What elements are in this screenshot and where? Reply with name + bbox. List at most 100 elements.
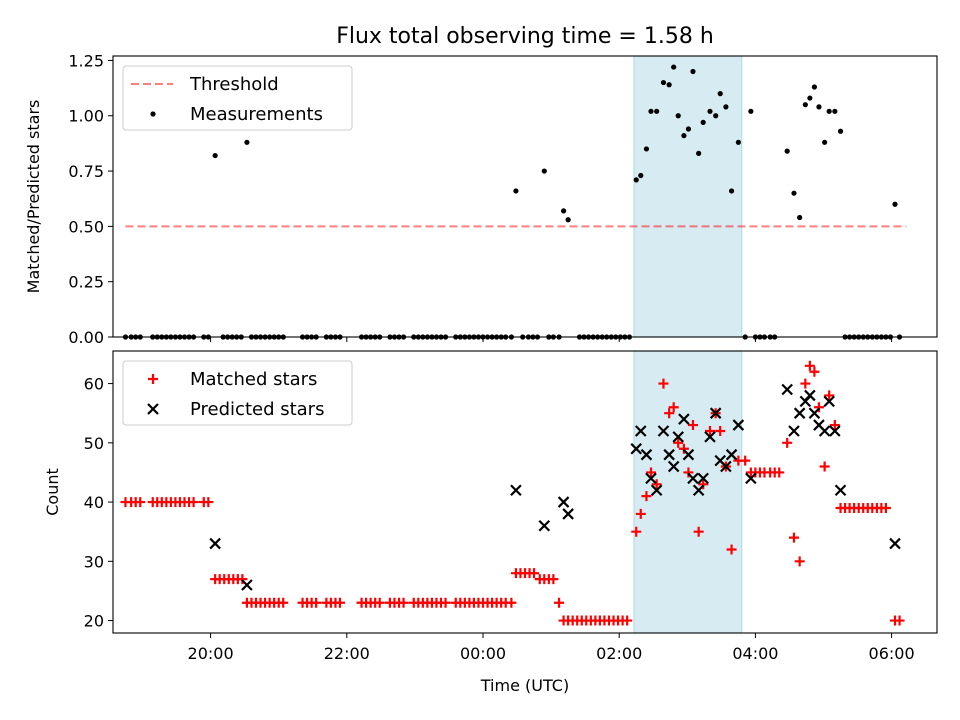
predicted-marker xyxy=(241,579,253,591)
matched-marker xyxy=(698,479,709,490)
measurement-point xyxy=(811,84,818,90)
matched-marker xyxy=(726,544,737,555)
measurement-point xyxy=(244,139,250,145)
legend: Matched stars Predicted stars xyxy=(122,360,353,426)
measurement-point xyxy=(681,133,687,139)
legend-box xyxy=(122,360,353,426)
measurement-point xyxy=(784,148,790,154)
predicted-marker xyxy=(634,425,647,437)
measurement-point xyxy=(816,104,822,110)
matched-marker xyxy=(237,574,248,585)
measurement-point xyxy=(717,91,723,97)
measurement-point xyxy=(666,82,672,88)
measurement-point xyxy=(892,201,898,207)
y-axis-label: Matched/Predicted stars xyxy=(24,100,43,294)
matched-marker xyxy=(635,508,646,519)
measurement-point xyxy=(832,108,838,114)
series-0 xyxy=(120,360,905,626)
matched-marker xyxy=(715,425,726,436)
measurement-point xyxy=(696,150,702,156)
series-0 xyxy=(122,64,903,340)
predicted-marker xyxy=(709,407,722,419)
predicted-marker xyxy=(732,419,745,431)
measurement-point xyxy=(826,108,832,114)
measurement-point xyxy=(807,95,813,101)
measurement-point xyxy=(797,214,803,221)
legend-measurement-swatch xyxy=(150,111,156,117)
predicted-marker xyxy=(657,425,670,437)
y-tick-label: 60 xyxy=(84,375,104,394)
matched-marker xyxy=(668,402,679,413)
chart-title: Flux total observing time = 1.58 h xyxy=(336,24,714,49)
matched-marker xyxy=(506,597,517,608)
predicted-marker xyxy=(720,460,732,473)
legend-predicted-swatch xyxy=(147,403,159,415)
matched-marker xyxy=(622,615,633,626)
measurement-point xyxy=(513,188,519,194)
top-panel: 0.00 0.25 0.50 0.75 1.00 1.25 Matched/Predicte… xyxy=(24,24,938,347)
measurement-point xyxy=(643,146,650,152)
legend: Threshold Measurements xyxy=(122,65,353,131)
measurement-point xyxy=(560,208,567,214)
legend-label: Measurements xyxy=(190,104,323,125)
matched-marker xyxy=(398,597,409,608)
measurement-point xyxy=(660,79,667,86)
predicted-marker xyxy=(667,460,680,473)
predicted-marker xyxy=(788,425,800,437)
matched-marker xyxy=(788,532,799,543)
predicted-marker xyxy=(557,496,570,508)
predicted-marker xyxy=(808,407,821,419)
matched-marker xyxy=(334,597,345,608)
legend-matched-swatch xyxy=(148,374,158,384)
predicted-marker xyxy=(804,389,816,402)
measurement-point xyxy=(685,126,692,132)
measurement-point xyxy=(822,139,828,145)
predicted-marker xyxy=(889,537,901,550)
series-1 xyxy=(209,383,901,591)
predicted-marker xyxy=(678,413,690,425)
matched-marker xyxy=(631,526,642,537)
matched-marker xyxy=(374,597,385,608)
predicted-marker xyxy=(538,519,551,532)
measurement-point xyxy=(565,217,571,223)
predicted-marker xyxy=(650,484,663,497)
matched-marker xyxy=(693,526,704,537)
x-tick-label: 22:00 xyxy=(324,644,370,663)
predicted-marker xyxy=(682,448,695,461)
y-tick-label: 0.75 xyxy=(68,162,104,181)
y-tick-label: 30 xyxy=(84,552,104,571)
y-tick-label: 0.25 xyxy=(68,273,104,292)
axes-frame xyxy=(112,350,938,634)
matched-marker xyxy=(683,467,694,478)
highlight-span xyxy=(633,350,743,634)
y-axis-label: Count xyxy=(43,468,62,516)
matched-marker xyxy=(782,437,793,448)
measurement-point xyxy=(654,108,660,114)
matched-marker xyxy=(440,597,451,608)
legend-label: Matched stars xyxy=(190,369,317,390)
predicted-marker xyxy=(829,425,841,437)
measurement-point xyxy=(723,104,729,110)
measurement-point xyxy=(690,68,696,75)
matched-marker xyxy=(548,574,559,585)
matched-marker xyxy=(651,479,662,490)
predicted-marker xyxy=(725,448,738,461)
matched-marker xyxy=(641,491,652,502)
matched-marker xyxy=(664,408,675,419)
matched-marker xyxy=(554,597,565,608)
predicted-marker xyxy=(663,448,675,461)
y-tick-label: 40 xyxy=(84,493,104,512)
matched-marker xyxy=(740,455,751,466)
measurement-point xyxy=(728,188,735,194)
matched-marker xyxy=(813,402,824,413)
matched-marker xyxy=(645,467,656,478)
matched-marker xyxy=(658,378,669,389)
predicted-marker xyxy=(645,472,657,485)
predicted-marker xyxy=(745,472,757,485)
x-tick-label: 06:00 xyxy=(869,644,915,663)
y-tick-label: 1.25 xyxy=(68,51,104,70)
measurement-point xyxy=(638,172,644,179)
measurement-point xyxy=(802,102,808,108)
matched-marker xyxy=(804,360,815,371)
